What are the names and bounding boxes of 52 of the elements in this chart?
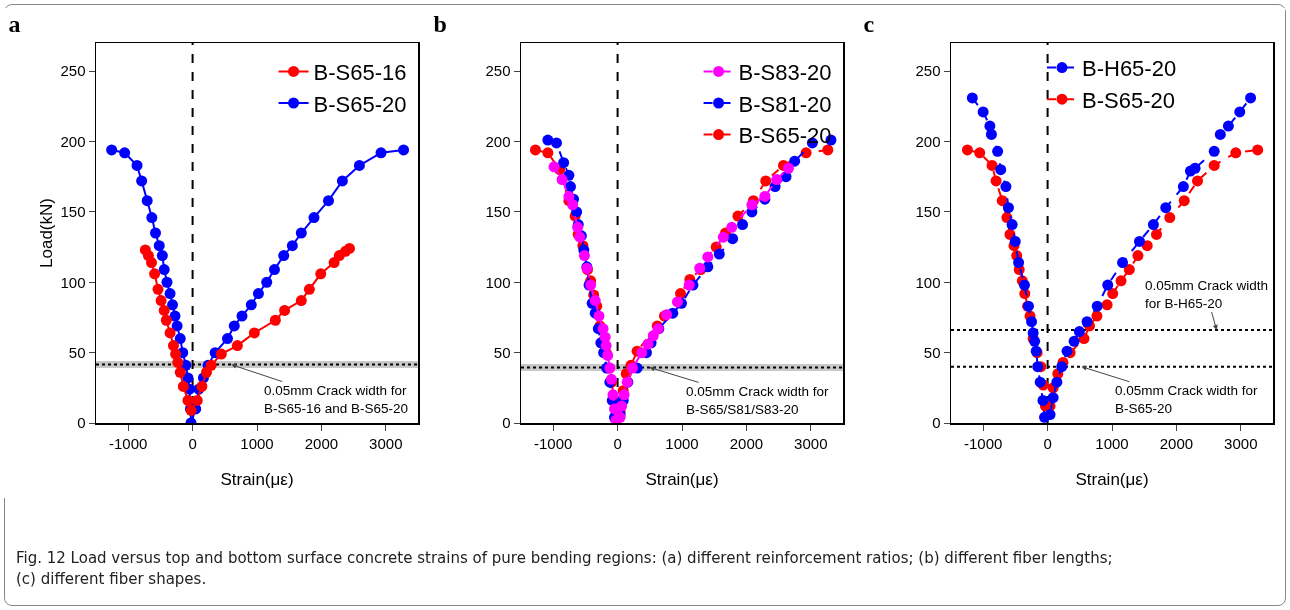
- x-tick-label: -1000: [534, 434, 573, 452]
- annotation: 0.05mm Crack width for B-S65/S81/S83-20: [686, 384, 830, 417]
- x-tick-label: 3000: [794, 434, 828, 452]
- y-tick-label: 250: [60, 62, 86, 80]
- x-tick-label: 0: [1043, 434, 1052, 452]
- y-tick-label: 150: [915, 203, 941, 221]
- annotation: 0.05mm Crack width for B-S65-16 and B-S65-20: [264, 383, 409, 416]
- y-tick-label: 0: [932, 414, 941, 432]
- x-tick-label: 2000: [304, 434, 339, 452]
- y-axis-title: Load(kN): [36, 198, 56, 268]
- x-tick-label: -1000: [109, 434, 148, 452]
- chart-title: b: [433, 11, 447, 38]
- legend-label: B-S65-20: [738, 123, 832, 149]
- y-tick-label: 100: [60, 273, 86, 291]
- y-tick-label: 250: [485, 62, 511, 80]
- legend-label: B-S83-20: [738, 59, 832, 85]
- x-tick-label: 0: [188, 434, 197, 452]
- y-tick-label: 50: [923, 343, 941, 361]
- y-tick-label: 250: [915, 62, 941, 80]
- annotation: 0.05mm Crack width for B-S65-20: [1115, 383, 1259, 416]
- legend-label: B-S65-20: [1082, 87, 1175, 113]
- y-tick-label: 200: [485, 132, 511, 150]
- y-tick-label: 150: [60, 203, 86, 221]
- x-tick-label: 0: [613, 434, 622, 452]
- chart-title: c: [863, 11, 875, 38]
- x-tick-label: 2000: [729, 434, 764, 452]
- legend-label: B-S65-20: [313, 91, 407, 117]
- legend-label: B-H65-20: [1082, 56, 1177, 82]
- chart-title: a: [8, 11, 21, 38]
- x-axis-title: Strain(με): [1075, 469, 1149, 489]
- y-tick-label: 0: [77, 414, 86, 432]
- x-tick-label: 1000: [665, 434, 699, 452]
- x-axis-title: Strain(με): [645, 469, 719, 489]
- y-tick-label: 150: [485, 203, 511, 221]
- legend-label: B-S65-16: [313, 59, 407, 85]
- y-tick-label: 50: [68, 343, 86, 361]
- x-tick-label: 3000: [1224, 434, 1258, 452]
- caption: Fig. 12 Load versus top and bottom surface concrete strains of pure bending regions: (a) different reinforcement ratios; (b) different fiber lengths; (c) different fiber shapes.: [16, 548, 1114, 590]
- x-tick-label: -1000: [964, 434, 1003, 452]
- annotation: 0.05mm Crack width for B-H65-20: [1145, 278, 1269, 311]
- y-tick-label: 50: [493, 343, 511, 361]
- y-tick-label: 100: [485, 273, 511, 291]
- x-tick-label: 1000: [240, 434, 274, 452]
- y-tick-label: 0: [502, 414, 511, 432]
- x-tick-label: 2000: [1159, 434, 1194, 452]
- x-axis-title: Strain(με): [220, 469, 294, 489]
- y-tick-label: 200: [60, 132, 86, 150]
- x-tick-label: 1000: [1095, 434, 1129, 452]
- x-tick-label: 3000: [369, 434, 403, 452]
- y-tick-label: 200: [915, 132, 941, 150]
- y-tick-label: 100: [915, 273, 941, 291]
- legend-label: B-S81-20: [738, 91, 832, 117]
